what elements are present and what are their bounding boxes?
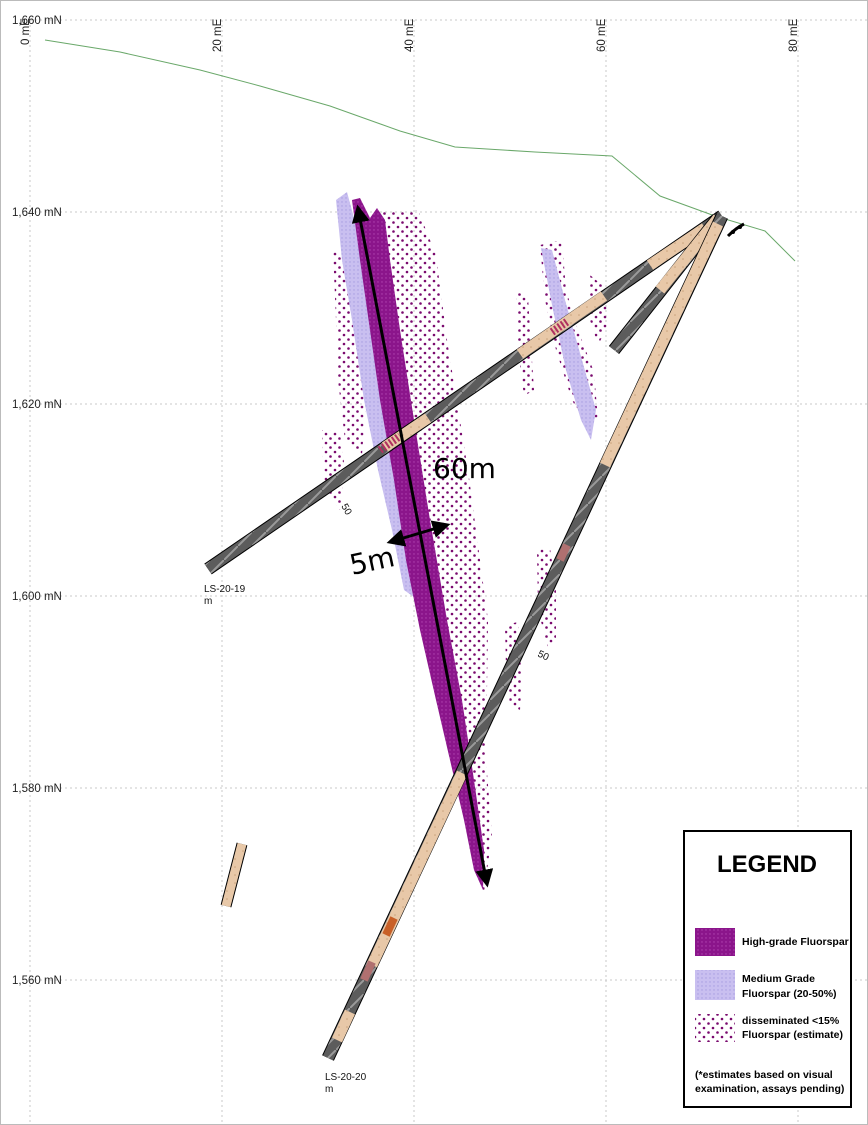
legend-swatch-medium-grade (695, 970, 735, 1000)
easting-label: 20 mE (212, 18, 224, 52)
northing-label: 1,600 mN (12, 591, 62, 603)
legend-swatch-disseminated (695, 1014, 735, 1042)
legend-note: (*estimates based on visual (695, 1069, 833, 1081)
drillhole-unit: m (204, 596, 212, 607)
northing-label: 1,620 mN (12, 399, 62, 411)
legend-note: examination, assays pending) (695, 1083, 844, 1095)
legend: LEGEND High-grade Fluorspar Medium Grade… (683, 830, 852, 1108)
drillhole-tick-label: 50 (338, 502, 353, 518)
length-label: 60m (433, 452, 496, 485)
easting-label: 60 mE (596, 18, 608, 52)
legend-label: Fluorspar (20-50%) (742, 988, 837, 1000)
legend-box (683, 830, 852, 1108)
legend-label: Fluorspar (estimate) (742, 1029, 843, 1041)
legend-title: LEGEND (717, 851, 817, 878)
legend-label: High-grade Fluorspar (742, 936, 849, 948)
easting-label: 80 mE (788, 18, 800, 52)
legend-label: Medium Grade (742, 973, 815, 985)
drillhole-label: LS-20-20 (325, 1072, 367, 1083)
width-arrow (386, 520, 451, 547)
drillhole-label: LS-20-19 (204, 584, 246, 595)
easting-label: 0 mE (20, 18, 32, 45)
drillhole-unit: m (325, 1084, 333, 1095)
easting-labels: 0 mE 20 mE 40 mE 60 mE 80 mE (20, 18, 800, 52)
width-label: 5m (347, 540, 398, 582)
northing-label: 1,560 mN (12, 975, 62, 987)
core-fragment (220, 842, 248, 908)
northing-labels: 1,660 mN 1,640 mN 1,620 mN 1,600 mN 1,58… (12, 15, 62, 987)
northing-label: 1,660 mN (12, 15, 62, 27)
legend-label: disseminated <15% (742, 1015, 840, 1027)
northing-label: 1,580 mN (12, 783, 62, 795)
easting-label: 40 mE (404, 18, 416, 52)
northing-label: 1,640 mN (12, 207, 62, 219)
legend-swatch-high-grade (695, 928, 735, 956)
collar-marker (726, 222, 745, 238)
drillhole-tick-label: 50 (536, 649, 551, 664)
